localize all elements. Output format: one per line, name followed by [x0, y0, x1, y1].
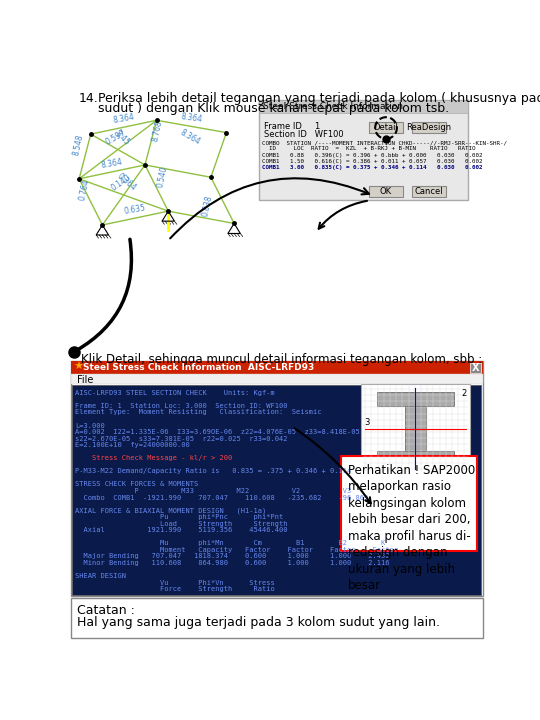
FancyBboxPatch shape [71, 374, 483, 384]
Text: sudut ) dengan Klik mouse kanan tepat pada kolom tsb.: sudut ) dengan Klik mouse kanan tepat pa… [98, 102, 450, 114]
Text: Mu       phi*Mn       Cm        B1        B2        K: Mu phi*Mn Cm B1 B2 K [75, 540, 386, 546]
Text: ID     LOC  RATIO  =  KZL  + B-RKJ + B-MIN    RATIO   RATIO: ID LOC RATIO = KZL + B-RKJ + B-MIN RATIO… [262, 146, 476, 151]
Text: P-M33-M22 Demand/Capacity Ratio is   0.835 = .375 + 0.346 + 0.114: P-M33-M22 Demand/Capacity Ratio is 0.835… [75, 468, 352, 474]
Text: 8.548: 8.548 [72, 133, 85, 156]
FancyBboxPatch shape [361, 384, 470, 473]
Text: 8.364: 8.364 [100, 157, 124, 169]
Text: COMB1   3.00   0.835(C) = 0.375 + 0.346 + 0.114   0.030   0.002: COMB1 3.00 0.835(C) = 0.375 + 0.346 + 0.… [262, 165, 483, 170]
FancyBboxPatch shape [369, 122, 403, 133]
Text: Klik Detail, sehingga muncul detail informasi tegangan kolom, sbb :: Klik Detail, sehingga muncul detail info… [82, 353, 483, 366]
Text: s22=2.670E-05  s33=7.381E-05  r22=0.025  r33=0.042: s22=2.670E-05 s33=7.381E-05 r22=0.025 r3… [75, 436, 288, 441]
Text: 14.: 14. [78, 91, 98, 105]
Text: Cancel: Cancel [414, 187, 443, 197]
Bar [377, 451, 454, 465]
Text: AISC-LRFD93 STEEL SECTION CHECK    Units: Kgf-m: AISC-LRFD93 STEEL SECTION CHECK Units: K… [75, 390, 275, 396]
FancyBboxPatch shape [259, 100, 468, 112]
Text: Vu       Phi*Vn      Stress: Vu Phi*Vn Stress [75, 580, 275, 585]
Text: 0.364: 0.364 [116, 171, 138, 193]
Text: Axial          1921.990    5119.356    45446.400: Axial 1921.990 5119.356 45446.400 [75, 527, 288, 534]
FancyBboxPatch shape [341, 456, 477, 552]
Text: 0.635: 0.635 [124, 203, 147, 216]
Text: STRESS CHECK FORCES & MOMENTS: STRESS CHECK FORCES & MOMENTS [75, 482, 199, 487]
FancyBboxPatch shape [72, 385, 481, 595]
Text: 0.838: 0.838 [201, 194, 214, 217]
Text: Perhatikan ! SAP2000
melaporkan rasio
kelangsingan kolom
lebih besar dari 200,
m: Perhatikan ! SAP2000 melaporkan rasio ke… [348, 464, 475, 592]
Text: Frame ID     1: Frame ID 1 [264, 122, 320, 131]
Text: Steel Stress Check Information  AISC-LRFD93: Steel Stress Check Information AISC-LRFD… [83, 363, 314, 372]
FancyBboxPatch shape [411, 122, 446, 133]
Text: X: X [471, 363, 479, 373]
Text: 8.768: 8.768 [150, 120, 164, 143]
Text: Stress Check Message - kl/r > 200: Stress Check Message - kl/r > 200 [75, 455, 233, 462]
Text: 0.140: 0.140 [109, 173, 132, 193]
Text: 8.45: 8.45 [113, 129, 131, 147]
Bar [377, 392, 454, 406]
FancyArrowPatch shape [319, 201, 367, 229]
Text: L=3.000: L=3.000 [75, 423, 105, 428]
Text: Load     Strength     Strength: Load Strength Strength [75, 521, 288, 527]
Text: 0.597: 0.597 [104, 128, 127, 147]
Text: 8.364: 8.364 [178, 127, 201, 146]
FancyArrowPatch shape [170, 179, 369, 238]
Text: COMB1   0.88   0.396(C) = 0.396 + 0.bbb + 0.000   0.030   0.002: COMB1 0.88 0.396(C) = 0.396 + 0.bbb + 0.… [262, 153, 483, 158]
Text: Moment   Capacity   Factor    Factor    Factor    Factor: Moment Capacity Factor Factor Factor Fac… [75, 547, 399, 553]
FancyBboxPatch shape [71, 361, 483, 374]
Text: Periksa lebih detail tegangan yang terjadi pada kolom ( khususnya pada kolom: Periksa lebih detail tegangan yang terja… [98, 91, 540, 105]
Text: 2: 2 [461, 389, 467, 398]
Text: 8.364: 8.364 [112, 112, 135, 125]
Text: Section ID   WF100: Section ID WF100 [264, 130, 343, 139]
Text: File: File [77, 375, 93, 384]
FancyBboxPatch shape [411, 186, 446, 197]
Text: Element Type:  Moment Resisting   Classification:  Seismic: Element Type: Moment Resisting Classific… [75, 410, 322, 415]
Text: SHEAR DESIGN: SHEAR DESIGN [75, 573, 126, 579]
FancyBboxPatch shape [71, 598, 483, 638]
Text: A=0.002  I22=1.335E-06  I33=3.69OE-06  z22=4.076E-05  z33=8.418E-05: A=0.002 I22=1.335E-06 I33=3.69OE-06 z22=… [75, 429, 360, 435]
Text: P          M33          M22          V2          V3: P M33 M22 V2 V3 [75, 488, 352, 494]
Bar [406, 406, 426, 451]
Text: Major Bending   707.047   1818.374    0.600     1.000     1.000    2.432: Major Bending 707.047 1818.374 0.600 1.0… [75, 554, 390, 559]
Text: Combo  COMB1  -1921.990    707.047    110.608   -235.682    -96.869: Combo COMB1 -1921.990 707.047 110.608 -2… [75, 495, 368, 500]
Text: AXIAL FORCE & BIAXIAL MOMENT DESIGN   (H1-1a): AXIAL FORCE & BIAXIAL MOMENT DESIGN (H1-… [75, 508, 267, 514]
Text: Frame ID: 1  Station Loc: 3.000  Section ID: WF100: Frame ID: 1 Station Loc: 3.000 Section I… [75, 403, 288, 409]
Text: Force    Strength     Ratio: Force Strength Ratio [75, 586, 275, 592]
FancyBboxPatch shape [369, 186, 403, 197]
Text: 0.540: 0.540 [156, 165, 170, 188]
FancyBboxPatch shape [259, 100, 468, 200]
Text: 3: 3 [364, 418, 370, 427]
Text: Detail: Detail [374, 124, 399, 132]
Text: Hal yang sama juga terjadi pada 3 kolom sudut yang lain.: Hal yang sama juga terjadi pada 3 kolom … [77, 616, 440, 629]
FancyBboxPatch shape [71, 361, 483, 596]
FancyArrowPatch shape [294, 428, 371, 503]
Text: COMBO  STATION /----MOMENT INTERACTION CHKD-----//-RMJ-SRR---KIN-SHR-/: COMBO STATION /----MOMENT INTERACTION CH… [262, 140, 507, 145]
Text: Pu       phi*Pnc      phi*Pnt: Pu phi*Pnc phi*Pnt [75, 514, 284, 520]
Text: Catatan :: Catatan : [77, 604, 134, 617]
Text: 8.364: 8.364 [180, 112, 203, 124]
Text: E=2.100E+10  fy=24000000.00: E=2.100E+10 fy=24000000.00 [75, 442, 190, 448]
Text: ReaDesign: ReaDesign [406, 124, 451, 132]
Text: Minor Bending   110.608    864.980    0.600     1.000     1.000    2.116: Minor Bending 110.608 864.980 0.600 1.00… [75, 560, 390, 566]
Text: OK: OK [380, 187, 392, 197]
Text: ★: ★ [73, 362, 84, 372]
FancyArrowPatch shape [76, 239, 131, 351]
Text: Steel Stress Check Information: Steel Stress Check Information [263, 102, 403, 111]
FancyBboxPatch shape [470, 363, 481, 373]
Text: COMB1   1.50   0.616(C) = 0.386 + 0.011 + 0.057   0.030   0.002: COMB1 1.50 0.616(C) = 0.386 + 0.011 + 0.… [262, 159, 483, 163]
Text: 0.764: 0.764 [78, 179, 91, 202]
